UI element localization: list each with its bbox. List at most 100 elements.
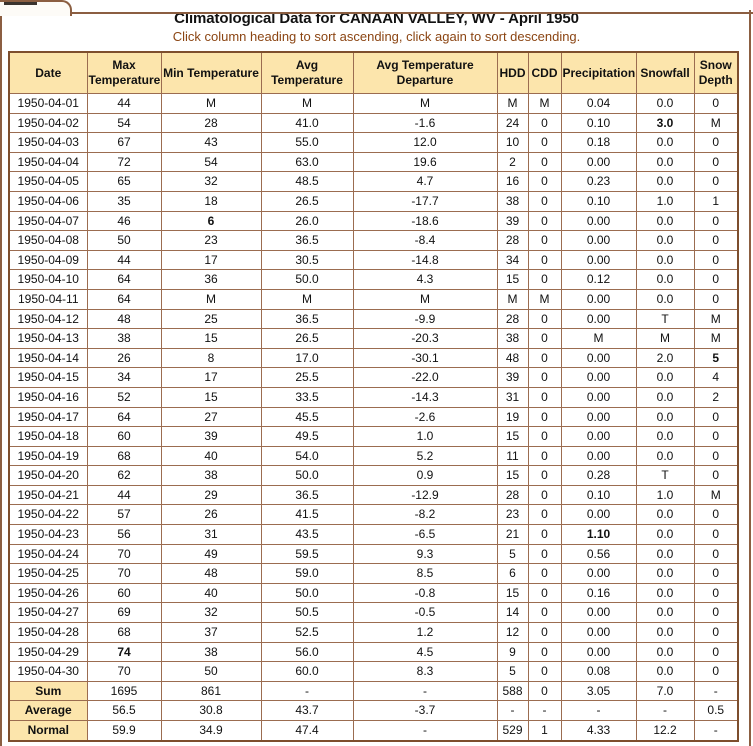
cell-max-temperature: 54 [86, 112, 162, 134]
cell-avg-temperature: 30.5 [260, 249, 354, 271]
cell-avg-temperature: - [260, 680, 354, 702]
cell-snowfall: 0.0 [635, 602, 695, 624]
cell-max-temperature: 56.5 [86, 700, 162, 721]
cell-max-temperature: 68 [86, 445, 162, 467]
cell-min-temperature: 49 [160, 543, 262, 565]
column-header-avg-temperature-departure[interactable]: Avg Temperature Departure [352, 51, 498, 94]
cell-avg-temperature-departure: -1.6 [352, 112, 498, 134]
cell-snowfall: 2.0 [635, 347, 695, 369]
cell-avg-temperature: 17.0 [260, 347, 354, 369]
cell-max-temperature: 56 [86, 524, 162, 545]
cell-snow-depth: 0 [693, 465, 739, 486]
cell-min-temperature: 32 [160, 171, 262, 192]
column-header-snow-depth[interactable]: Snow Depth [693, 51, 739, 94]
cell-date: 1950-04-16 [8, 386, 88, 408]
cell-snow-depth: 0 [693, 93, 739, 114]
climatology-table: Date Max Temperature Min Temperature Avg Te… [8, 51, 739, 742]
header-row: Date Max Temperature Min Temperature Avg Te… [8, 51, 739, 94]
cell-cdd: 0 [527, 230, 562, 251]
cell-avg-temperature-departure: 19.6 [352, 151, 498, 173]
cell-snowfall: 0.0 [635, 151, 695, 173]
cell-max-temperature: 35 [86, 190, 162, 212]
cell-avg-temperature-departure: 12.0 [352, 132, 498, 153]
cell-snowfall: 1.0 [635, 484, 695, 506]
cell-date: 1950-04-11 [8, 288, 88, 310]
cell-min-temperature: 28 [160, 112, 262, 134]
column-header-precipitation[interactable]: Precipitation [560, 51, 637, 94]
cell-min-temperature: 54 [160, 151, 262, 173]
cell-precipitation: 0.00 [560, 563, 637, 584]
cell-avg-temperature-departure: -18.6 [352, 210, 498, 232]
cell-cdd: M [527, 93, 562, 114]
cell-snow-depth: 5 [693, 347, 739, 369]
cell-max-temperature: 62 [86, 465, 162, 486]
column-header-date[interactable]: Date [8, 51, 88, 94]
cell-precipitation: 0.00 [560, 210, 637, 232]
table-row: 1950-04-14 26 8 17.0 -30.1 48 0 0.00 2.0 5 [8, 347, 739, 369]
cell-min-temperature: 40 [160, 445, 262, 467]
cell-cdd: 0 [527, 249, 562, 271]
cell-hdd: 39 [496, 210, 529, 232]
cell-date: 1950-04-10 [8, 269, 88, 290]
cell-cdd: 0 [527, 426, 562, 447]
table-row: 1950-04-02 54 28 41.0 -1.6 24 0 0.10 3.0 M [8, 112, 739, 134]
cell-snowfall: 0.0 [635, 661, 695, 682]
cell-date: 1950-04-19 [8, 445, 88, 467]
cell-min-temperature: 17 [160, 249, 262, 271]
cell-avg-temperature-departure: 5.2 [352, 445, 498, 467]
column-header-cdd[interactable]: CDD [527, 51, 562, 94]
cell-avg-temperature: 36.5 [260, 230, 354, 251]
cell-max-temperature: 50 [86, 230, 162, 251]
cell-min-temperature: 8 [160, 347, 262, 369]
cell-max-temperature: 65 [86, 171, 162, 192]
cell-hdd: 12 [496, 622, 529, 643]
cell-avg-temperature-departure: 8.3 [352, 661, 498, 682]
cell-max-temperature: 46 [86, 210, 162, 232]
table-row: 1950-04-23 56 31 43.5 -6.5 21 0 1.10 0.0 0 [8, 524, 739, 545]
cell-snowfall: M [635, 328, 695, 349]
cell-hdd: - [496, 700, 529, 721]
cell-precipitation: 0.23 [560, 171, 637, 192]
cell-avg-temperature: M [260, 93, 354, 114]
cell-avg-temperature: M [260, 288, 354, 310]
cell-cdd: 0 [527, 641, 562, 663]
cell-hdd: 14 [496, 602, 529, 624]
cell-precipitation: 0.00 [560, 641, 637, 663]
cell-avg-temperature: 56.0 [260, 641, 354, 663]
cell-hdd: 38 [496, 190, 529, 212]
cell-min-temperature: 18 [160, 190, 262, 212]
cell-snowfall: - [635, 700, 695, 721]
cell-snow-depth: 0 [693, 661, 739, 682]
cell-max-temperature: 44 [86, 249, 162, 271]
cell-snow-depth: - [693, 680, 739, 702]
cell-avg-temperature-departure: - [352, 719, 498, 742]
cell-min-temperature: 17 [160, 367, 262, 388]
cell-snowfall: 0.0 [635, 386, 695, 408]
cell-hdd: 34 [496, 249, 529, 271]
cell-precipitation: 0.00 [560, 602, 637, 624]
cell-precipitation: 0.10 [560, 190, 637, 212]
column-header-hdd[interactable]: HDD [496, 51, 529, 94]
cell-date: 1950-04-08 [8, 230, 88, 251]
column-header-snowfall[interactable]: Snowfall [635, 51, 695, 94]
cell-avg-temperature: 43.5 [260, 524, 354, 545]
cell-min-temperature: 27 [160, 406, 262, 428]
cell-cdd: M [527, 288, 562, 310]
cell-max-temperature: 67 [86, 132, 162, 153]
cell-cdd: 0 [527, 504, 562, 526]
cell-cdd: 0 [527, 622, 562, 643]
cell-hdd: 5 [496, 543, 529, 565]
cropped-tab[interactable] [0, 0, 72, 16]
cell-snow-depth: 0 [693, 504, 739, 526]
cell-date: 1950-04-27 [8, 602, 88, 624]
column-header-min-temperature[interactable]: Min Temperature [160, 51, 262, 94]
sort-hint-text: Click column heading to sort ascending, … [172, 29, 581, 44]
cell-snow-depth: 1 [693, 190, 739, 212]
cell-precipitation: 0.00 [560, 288, 637, 310]
cropped-tab-content [4, 2, 37, 5]
cell-date: 1950-04-05 [8, 171, 88, 192]
column-header-avg-temperature[interactable]: Avg Temperature [260, 51, 354, 94]
cell-hdd: 2 [496, 151, 529, 173]
cell-max-temperature: 68 [86, 622, 162, 643]
column-header-max-temperature[interactable]: Max Temperature [86, 51, 162, 94]
